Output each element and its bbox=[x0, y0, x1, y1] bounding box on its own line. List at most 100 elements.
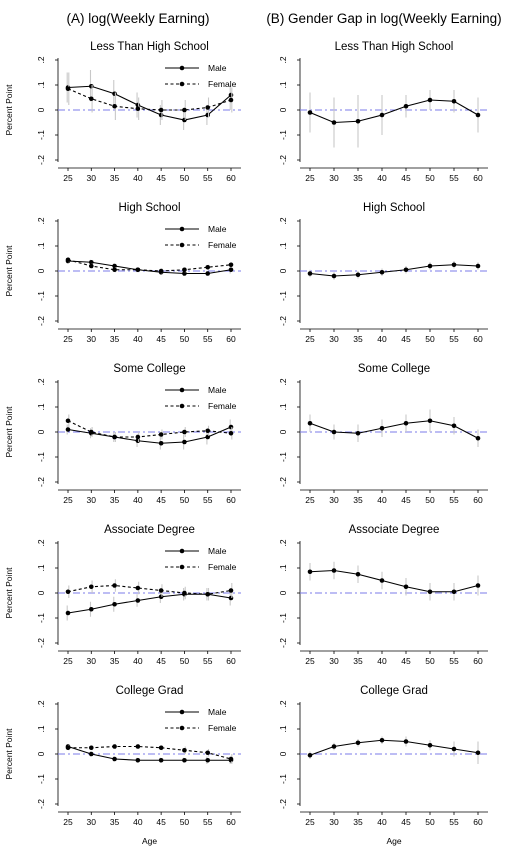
data-point bbox=[228, 424, 234, 430]
x-tick-label: 25 bbox=[305, 495, 315, 505]
data-point bbox=[228, 267, 234, 273]
x-tick-label: 40 bbox=[133, 334, 143, 344]
data-point bbox=[355, 740, 361, 746]
data-point bbox=[158, 107, 164, 113]
legend-female-marker bbox=[179, 564, 185, 570]
x-axis-label: Age bbox=[386, 836, 401, 846]
y-axis-label: Percent Point bbox=[4, 406, 14, 458]
y-tick-label: -.2 bbox=[278, 799, 288, 809]
y-tick-label: 0 bbox=[36, 751, 46, 756]
data-point bbox=[182, 107, 187, 113]
data-point bbox=[88, 96, 94, 102]
x-tick-label: 60 bbox=[473, 173, 483, 183]
x-tick-label: 30 bbox=[329, 334, 339, 344]
series-line bbox=[309, 264, 479, 277]
data-point bbox=[88, 751, 94, 757]
data-point bbox=[475, 750, 481, 756]
data-point bbox=[228, 430, 234, 436]
legend-female-label: Female bbox=[208, 401, 237, 411]
data-point bbox=[427, 742, 433, 748]
data-point bbox=[451, 98, 457, 104]
data-point bbox=[379, 425, 385, 431]
y-axis-label: Percent Point bbox=[4, 728, 14, 780]
y-tick-label: .1 bbox=[36, 564, 46, 571]
x-tick-label: 60 bbox=[226, 173, 236, 183]
x-tick-label: 55 bbox=[203, 334, 213, 344]
y-tick-label: -.1 bbox=[278, 774, 288, 784]
data-point bbox=[135, 434, 141, 440]
x-tick-label: 35 bbox=[110, 173, 120, 183]
x-tick-label: 45 bbox=[401, 495, 411, 505]
panel-title: High School bbox=[118, 202, 180, 214]
x-tick-label: 40 bbox=[377, 656, 387, 666]
x-tick-label: 45 bbox=[401, 817, 411, 827]
data-point bbox=[475, 263, 481, 269]
panel-title: Some College bbox=[358, 363, 430, 375]
y-tick-label: -.1 bbox=[36, 613, 46, 623]
x-tick-label: 45 bbox=[156, 817, 166, 827]
panels: Less Than High School -.2 -.1 0 .1 .2 25 30 35 40… bbox=[4, 41, 488, 846]
data-point bbox=[135, 585, 141, 591]
data-point bbox=[379, 269, 385, 275]
x-tick-label: 25 bbox=[63, 334, 73, 344]
panel-title: Associate Degree bbox=[104, 524, 195, 536]
x-tick-label: 40 bbox=[377, 495, 387, 505]
x-tick-label: 35 bbox=[110, 656, 120, 666]
data-point bbox=[88, 606, 94, 612]
y-tick-label: .1 bbox=[278, 403, 288, 410]
data-point bbox=[135, 744, 141, 749]
series-line bbox=[67, 426, 232, 444]
data-point bbox=[158, 757, 164, 763]
y-tick-label: -.2 bbox=[278, 638, 288, 648]
panel-b-3: Some College -.2 -.1 0 .1 .2 25 30 35 40 45 50 55 60 bbox=[278, 363, 488, 505]
data-point bbox=[88, 745, 94, 751]
data-point bbox=[331, 273, 337, 279]
y-axis-label: Percent Point bbox=[4, 84, 14, 136]
data-point bbox=[427, 263, 433, 269]
series-line bbox=[309, 420, 479, 439]
y-axis-label: Percent Point bbox=[4, 245, 14, 297]
x-tick-label: 35 bbox=[353, 495, 363, 505]
y-tick-label: .2 bbox=[278, 378, 288, 385]
y-tick-label: .1 bbox=[278, 81, 288, 88]
series-female bbox=[65, 414, 234, 442]
panel-b-1: Less Than High School -.2 -.1 0 .1 .2 25 30 35 40… bbox=[278, 41, 488, 183]
x-tick-label: 40 bbox=[133, 495, 143, 505]
x-tick-label: 50 bbox=[425, 817, 435, 827]
legend: Male Female bbox=[165, 63, 237, 89]
data-point bbox=[205, 271, 211, 276]
data-point bbox=[88, 584, 94, 590]
data-point bbox=[65, 86, 71, 92]
y-tick-label: 0 bbox=[278, 268, 288, 273]
x-tick-label: 50 bbox=[180, 173, 190, 183]
y-tick-label: .1 bbox=[36, 81, 46, 88]
x-tick-label: 55 bbox=[203, 656, 213, 666]
x-tick-label: 25 bbox=[63, 173, 73, 183]
panel-title: Associate Degree bbox=[349, 524, 440, 536]
data-point bbox=[355, 571, 361, 577]
x-tick-label: 25 bbox=[63, 817, 73, 827]
x-tick-label: 55 bbox=[449, 173, 459, 183]
x-tick-label: 30 bbox=[329, 656, 339, 666]
data-point bbox=[205, 264, 211, 270]
y-tick-label: 0 bbox=[36, 107, 46, 112]
data-point bbox=[182, 271, 187, 276]
x-tick-label: 55 bbox=[449, 817, 459, 827]
x-tick-label: 35 bbox=[353, 656, 363, 666]
legend-male-marker bbox=[179, 226, 185, 232]
y-tick-label: -.2 bbox=[36, 799, 46, 809]
x-tick-label: 30 bbox=[329, 173, 339, 183]
data-point bbox=[135, 757, 141, 763]
y-tick-label: .2 bbox=[278, 217, 288, 224]
series-gap bbox=[307, 90, 481, 148]
data-point bbox=[158, 440, 164, 446]
y-tick-label: -.1 bbox=[36, 291, 46, 301]
data-point bbox=[158, 588, 164, 593]
series-gap bbox=[307, 736, 481, 764]
legend-female-label: Female bbox=[208, 723, 237, 733]
legend-male-label: Male bbox=[208, 224, 227, 234]
series-gap bbox=[307, 261, 481, 280]
data-point bbox=[182, 590, 187, 596]
x-tick-label: 50 bbox=[180, 334, 190, 344]
legend-male-marker bbox=[179, 65, 185, 71]
